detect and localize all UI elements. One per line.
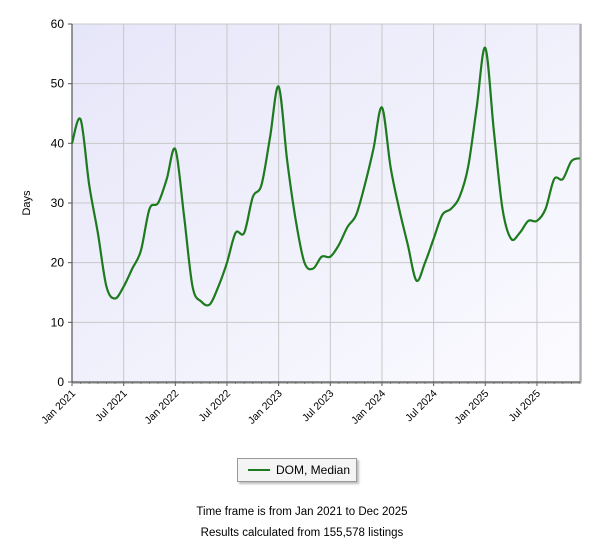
- legend-swatch: [248, 469, 270, 471]
- series-line-dom-median: [70, 46, 581, 307]
- x-tick-label: Jul 2025: [507, 388, 544, 425]
- x-tick-label: Jan 2025: [452, 388, 491, 427]
- x-tick-label: Jul 2023: [300, 388, 337, 425]
- y-tick-label: 60: [51, 17, 65, 31]
- series-group: [70, 46, 581, 307]
- x-tick-label: Jan 2022: [142, 388, 181, 427]
- axes: [68, 23, 581, 386]
- y-tick-label: 20: [51, 256, 65, 270]
- y-axis-title: Days: [21, 190, 33, 216]
- x-tick-label: Jul 2021: [93, 388, 130, 425]
- y-tick-label: 40: [51, 136, 65, 150]
- y-tick-label: 30: [51, 196, 65, 210]
- y-tick-label: 50: [51, 77, 65, 91]
- legend-label: DOM, Median: [276, 463, 351, 477]
- y-tick-label: 0: [57, 375, 64, 389]
- x-tick-label: Jan 2024: [349, 388, 388, 427]
- legend: DOM, Median: [237, 458, 357, 482]
- x-tick-label: Jan 2023: [246, 388, 285, 427]
- results-note: Results calculated from 155,578 listings: [200, 527, 404, 539]
- x-tick-label: Jul 2024: [403, 388, 440, 425]
- timeframe-note: Time frame is from Jan 2021 to Dec 2025: [196, 506, 408, 518]
- y-tick-label: 10: [51, 315, 65, 329]
- x-tick-label: Jan 2021: [39, 388, 78, 427]
- x-tick-label: Jul 2022: [197, 388, 234, 425]
